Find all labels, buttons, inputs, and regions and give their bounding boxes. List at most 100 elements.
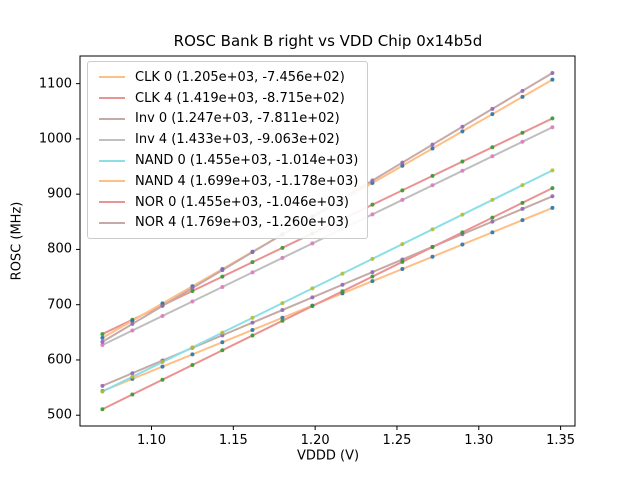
data-point-nand-0 (100, 389, 105, 394)
data-point-nand-0 (400, 242, 405, 247)
data-point-inv-0 (490, 219, 495, 224)
data-point-clk-4 (460, 159, 465, 164)
data-point-clk-0 (370, 279, 375, 284)
x-axis-label: VDDD (V) (296, 448, 360, 464)
data-point-nand-0 (130, 374, 135, 379)
data-point-nor-4 (400, 160, 405, 165)
data-point-inv-0 (550, 194, 555, 199)
legend-label: NOR 0 (1.455e+03, -1.046e+03) (135, 194, 349, 210)
data-point-inv-0 (100, 383, 105, 388)
data-point-nor-4 (550, 70, 555, 75)
data-point-nor-4 (160, 303, 165, 308)
data-point-inv-4 (310, 241, 315, 246)
data-point-inv-4 (280, 255, 285, 260)
data-point-inv-4 (190, 299, 195, 304)
data-point-nand-0 (340, 271, 345, 276)
data-point-nand-4 (490, 112, 495, 117)
legend-line-sample (99, 76, 125, 79)
data-point-nor-4 (130, 321, 135, 326)
data-point-clk-4 (430, 173, 435, 178)
data-point-nor-0 (460, 230, 465, 235)
data-point-nor-0 (160, 377, 165, 382)
legend-line-sample (99, 117, 125, 120)
y-tick-label: 500 (47, 407, 72, 423)
y-tick-label: 1000 (38, 131, 72, 147)
legend-entry-nor-0: NOR 0 (1.455e+03, -1.046e+03) (97, 192, 358, 213)
x-tick-label: 1.20 (300, 433, 330, 448)
data-point-nand-4 (100, 335, 105, 340)
data-point-nor-4 (190, 286, 195, 291)
fit-line-nor-0 (101, 187, 554, 411)
data-point-clk-4 (280, 245, 285, 250)
data-point-nor-0 (370, 274, 375, 279)
y-tick-label: 600 (47, 352, 72, 368)
data-point-nor-0 (250, 333, 255, 338)
y-tick-label: 700 (47, 297, 72, 313)
data-point-clk-0 (460, 242, 465, 247)
legend-label: NOR 4 (1.769e+03, -1.260e+03) (135, 215, 349, 231)
data-point-inv-4 (490, 154, 495, 159)
data-point-inv-4 (430, 183, 435, 188)
data-point-inv-0 (250, 320, 255, 325)
legend-label: NAND 4 (1.699e+03, -1.178e+03) (135, 173, 359, 189)
x-tick-label: 1.10 (137, 433, 166, 448)
data-point-clk-0 (400, 266, 405, 271)
data-point-inv-4 (160, 313, 165, 318)
legend-line-sample (99, 138, 125, 141)
data-point-nand-4 (130, 318, 135, 323)
data-point-inv-0 (280, 308, 285, 313)
data-point-clk-4 (370, 202, 375, 207)
y-tick-label: 1100 (38, 76, 72, 92)
data-point-nor-0 (490, 215, 495, 220)
data-point-inv-4 (400, 197, 405, 202)
data-point-nor-0 (220, 348, 225, 353)
data-point-inv-4 (460, 168, 465, 173)
axes-frame (79, 55, 576, 427)
legend-line-sample (99, 159, 125, 162)
data-point-clk-0 (160, 364, 165, 369)
data-point-clk-4 (190, 288, 195, 293)
data-point-nand-0 (280, 301, 285, 306)
legend-entry-inv-4: Inv 4 (1.433e+03, -9.063e+02) (97, 129, 358, 150)
x-tick-label: 1.25 (382, 433, 412, 448)
data-point-nand-4 (550, 77, 555, 82)
data-point-inv-4 (100, 343, 105, 348)
legend-entry-nand-4: NAND 4 (1.699e+03, -1.178e+03) (97, 171, 358, 192)
data-point-nor-4 (520, 88, 525, 93)
data-point-nor-0 (520, 200, 525, 205)
data-point-clk-0 (250, 327, 255, 332)
legend-label: Inv 0 (1.247e+03, -7.811e+02) (135, 111, 340, 127)
data-point-nor-4 (460, 124, 465, 129)
data-point-nand-4 (520, 94, 525, 99)
data-point-nor-4 (220, 268, 225, 273)
data-point-nor-0 (310, 304, 315, 309)
data-point-clk-0 (550, 205, 555, 210)
data-point-nor-4 (430, 142, 435, 147)
data-point-nor-4 (370, 178, 375, 183)
data-point-inv-4 (250, 270, 255, 275)
data-point-nand-0 (250, 315, 255, 320)
data-point-inv-4 (130, 328, 135, 333)
data-point-nand-4 (430, 146, 435, 151)
fit-line-nand-0 (101, 169, 554, 393)
legend-line-sample (99, 221, 125, 224)
data-point-inv-0 (520, 206, 525, 211)
x-tick-label: 1.15 (218, 433, 248, 448)
legend-label: CLK 4 (1.419e+03, -8.715e+02) (135, 90, 345, 106)
data-point-inv-0 (310, 295, 315, 300)
data-point-clk-4 (490, 145, 495, 150)
data-point-clk-4 (220, 274, 225, 279)
legend-entry-nor-4: NOR 4 (1.769e+03, -1.260e+03) (97, 213, 358, 234)
data-point-nor-0 (190, 363, 195, 368)
data-point-clk-4 (520, 130, 525, 135)
data-point-clk-0 (190, 352, 195, 357)
legend-line-sample (99, 97, 125, 100)
data-point-clk-0 (520, 218, 525, 223)
y-axis-label: ROSC (MHz) (9, 201, 25, 281)
legend-line-sample (99, 180, 125, 183)
data-point-nand-0 (310, 286, 315, 291)
data-point-clk-4 (250, 260, 255, 265)
data-point-clk-4 (550, 116, 555, 121)
legend-entry-nand-0: NAND 0 (1.455e+03, -1.014e+03) (97, 150, 358, 171)
data-point-clk-0 (490, 230, 495, 235)
